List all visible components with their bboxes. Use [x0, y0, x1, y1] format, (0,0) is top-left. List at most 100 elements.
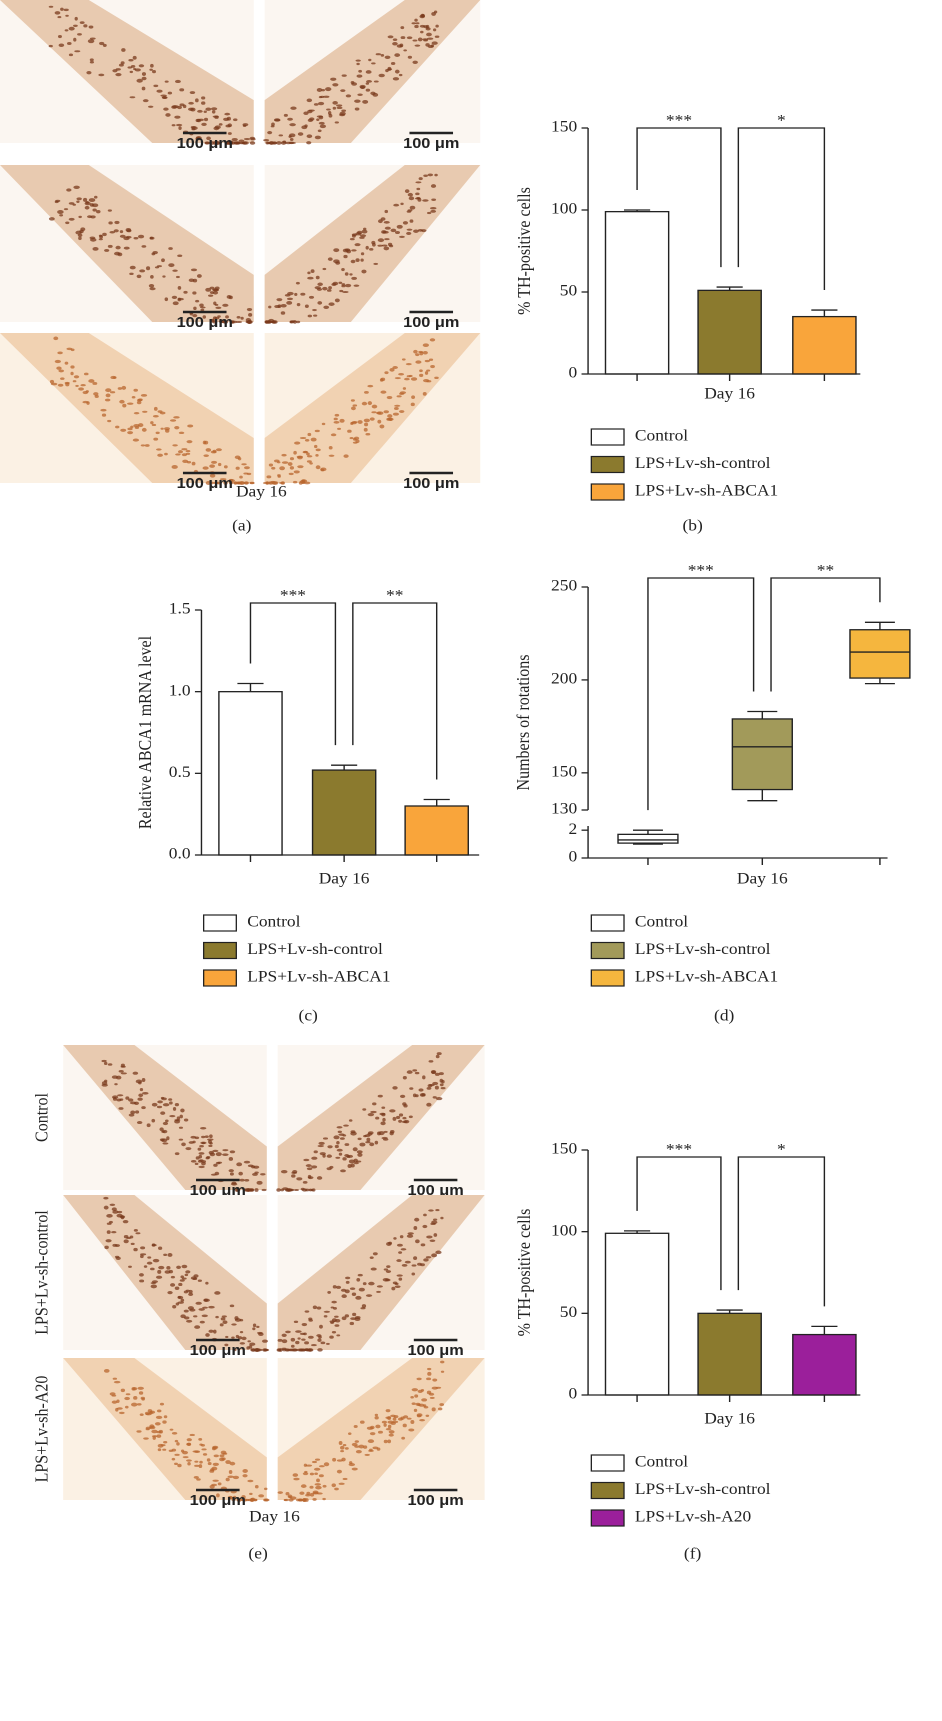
cell	[306, 455, 313, 458]
cell	[307, 271, 311, 275]
cell	[382, 1117, 386, 1122]
cell	[281, 453, 287, 457]
cell	[162, 1420, 167, 1424]
cell	[333, 417, 338, 421]
cell	[353, 1424, 358, 1428]
micrograph	[264, 165, 481, 324]
cell	[151, 1244, 157, 1247]
cell	[376, 1290, 381, 1293]
cell	[339, 418, 345, 423]
cell	[363, 418, 370, 423]
cell	[156, 1434, 162, 1438]
cell	[164, 1270, 171, 1274]
cell	[169, 1428, 174, 1431]
cell	[281, 461, 289, 464]
cell	[142, 1092, 149, 1095]
cell	[390, 228, 397, 233]
cell	[74, 50, 81, 53]
cell	[328, 445, 333, 450]
cell	[215, 306, 222, 309]
cell	[190, 1276, 197, 1280]
micrograph	[262, 333, 481, 485]
cell	[288, 472, 294, 476]
cell	[179, 88, 185, 92]
cell	[328, 286, 332, 290]
y-axis-title: % TH-positive cells	[514, 1209, 534, 1337]
cell	[346, 249, 352, 254]
cell	[334, 1315, 339, 1318]
legend-swatch	[590, 914, 625, 932]
cell	[115, 425, 120, 429]
cell	[235, 466, 240, 470]
cell	[271, 122, 275, 127]
cell	[424, 371, 429, 375]
cell	[334, 1324, 340, 1327]
cell	[350, 80, 355, 84]
cell	[199, 1145, 204, 1148]
cell	[106, 1213, 113, 1218]
panel-label: (e)	[248, 1544, 267, 1562]
cell	[339, 1445, 345, 1450]
cell	[292, 1170, 298, 1174]
cell	[208, 1139, 212, 1144]
x-category: Day 16	[737, 869, 788, 887]
significance-bracket: ***	[249, 586, 337, 746]
cell	[297, 465, 304, 469]
cell	[375, 1424, 381, 1429]
cell	[354, 99, 361, 103]
cell	[371, 62, 376, 65]
cell	[336, 1334, 341, 1337]
cell	[374, 1413, 379, 1417]
cell	[409, 205, 416, 210]
cell	[197, 109, 203, 113]
cell	[167, 1290, 173, 1295]
cell	[209, 286, 215, 290]
cell	[116, 1407, 123, 1410]
cell	[219, 478, 227, 481]
cell	[310, 1344, 317, 1347]
cell	[280, 304, 287, 308]
cell	[414, 1217, 420, 1222]
cell	[365, 88, 371, 92]
cell	[426, 1390, 432, 1395]
cell	[107, 244, 113, 248]
y-tick-label: 150	[551, 1139, 577, 1157]
cell	[419, 1093, 426, 1097]
cell	[265, 481, 269, 485]
cell	[219, 1454, 225, 1458]
cell	[435, 1209, 440, 1212]
cell	[88, 25, 94, 29]
cell	[242, 1468, 248, 1473]
cell	[307, 432, 312, 437]
cell	[68, 217, 75, 221]
cell	[336, 106, 343, 110]
cell	[196, 274, 202, 278]
cell	[138, 1093, 144, 1098]
cell	[413, 229, 419, 233]
legend-label: Control	[247, 912, 301, 930]
cell	[313, 103, 319, 106]
cell	[133, 1229, 138, 1232]
cell	[178, 126, 182, 131]
cell	[191, 461, 196, 466]
cell	[198, 1152, 205, 1155]
cell	[180, 1298, 185, 1302]
cell	[277, 1491, 283, 1494]
cell	[408, 196, 415, 201]
cell	[257, 1331, 263, 1335]
cell	[377, 244, 384, 247]
cell	[175, 453, 181, 456]
cell	[213, 1454, 219, 1458]
cell	[84, 205, 90, 210]
cell	[323, 1310, 331, 1313]
cell	[105, 1239, 112, 1243]
cell	[377, 411, 384, 415]
cell	[241, 463, 247, 466]
cell	[130, 1242, 135, 1246]
cell	[337, 1130, 342, 1133]
cell	[121, 385, 127, 390]
cell	[308, 1335, 314, 1339]
cell	[120, 428, 127, 432]
cell	[396, 1259, 402, 1263]
cell	[286, 300, 293, 305]
